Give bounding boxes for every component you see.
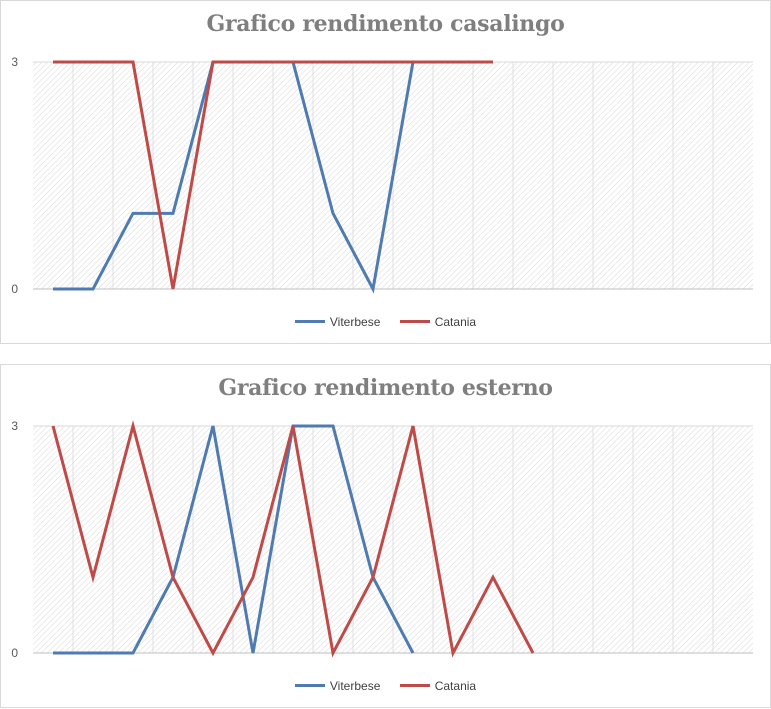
legend-swatch-catania (399, 684, 430, 687)
legend-label: Catania (434, 678, 477, 693)
chart-plot-area: 03 (11, 55, 753, 296)
y-tick-label: 3 (11, 419, 18, 433)
y-tick-label: 3 (11, 55, 18, 69)
legend-item-viterbese[interactable]: Viterbese (294, 678, 381, 693)
y-tick-label: 0 (11, 646, 18, 660)
chart-legend: Viterbese Catania (1, 676, 770, 693)
series-line-catania[interactable] (51, 420, 535, 658)
series-line-catania[interactable] (53, 60, 493, 290)
legend-swatch-catania (399, 320, 430, 323)
legend-label: Viterbese (329, 314, 381, 329)
legend-swatch-viterbese (294, 320, 325, 323)
series-line-viterbese[interactable] (53, 424, 415, 655)
y-tick-label: 0 (11, 282, 18, 296)
legend-swatch-viterbese (294, 684, 325, 687)
legend-item-catania[interactable]: Catania (399, 678, 477, 693)
legend-label: Catania (434, 314, 477, 329)
chart-legend: Viterbese Catania (1, 312, 770, 329)
chart-title: Grafico rendimento esterno (218, 375, 553, 401)
legend-label: Viterbese (329, 678, 381, 693)
chart-plot-area: 03 (11, 419, 753, 660)
legend-item-viterbese[interactable]: Viterbese (294, 314, 381, 329)
legend-item-catania[interactable]: Catania (399, 314, 477, 329)
chart-title: Grafico rendimento casalingo (206, 11, 565, 37)
